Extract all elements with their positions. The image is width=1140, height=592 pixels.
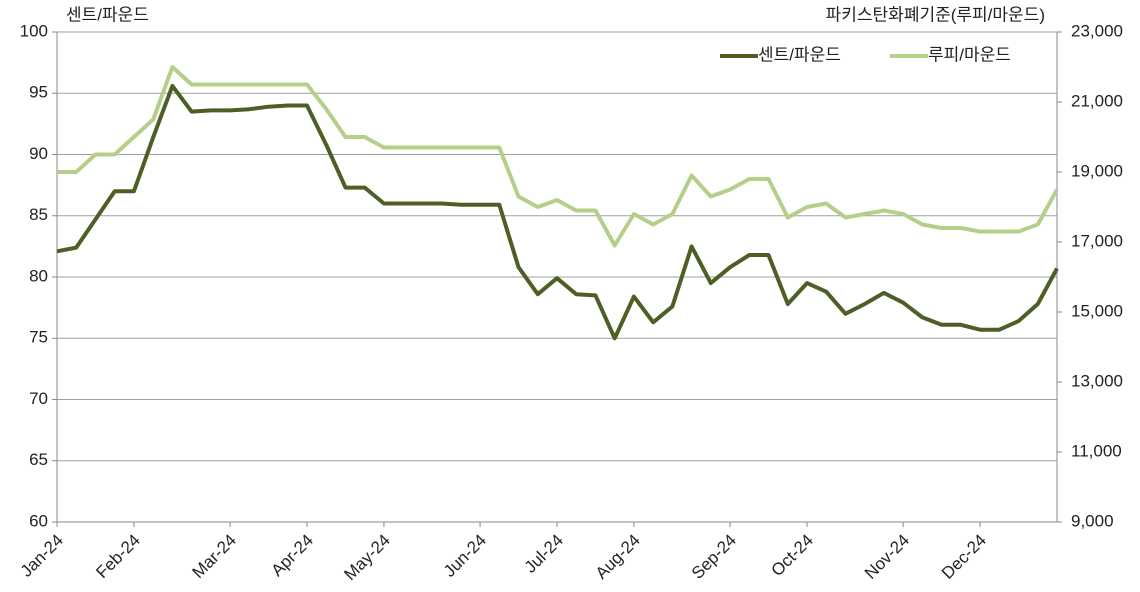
x-tick-label: Sep-24 bbox=[688, 531, 740, 583]
x-tick-label: Dec-24 bbox=[938, 531, 990, 583]
series-line bbox=[56, 83, 1059, 341]
y2-tick-label: 21,000 bbox=[1071, 91, 1123, 110]
y2-axis-title: 파키스탄화폐기준(루피/마운드) bbox=[826, 5, 1045, 24]
y-tick-label: 65 bbox=[29, 450, 48, 469]
x-tick-label: Nov-24 bbox=[861, 531, 913, 583]
y2-tick-label: 19,000 bbox=[1071, 161, 1123, 180]
y2-tick-label: 9,000 bbox=[1071, 511, 1114, 530]
y-tick-label: 100 bbox=[20, 21, 48, 40]
y2-tick-label: 23,000 bbox=[1071, 21, 1123, 40]
y-tick-label: 95 bbox=[29, 83, 48, 102]
legend-label: 루피/마운드 bbox=[928, 45, 1011, 64]
y2-tick-label: 17,000 bbox=[1071, 231, 1123, 250]
y-tick-label: 70 bbox=[29, 389, 48, 408]
legend-label: 센트/파운드 bbox=[758, 45, 841, 64]
x-tick-label: Apr-24 bbox=[267, 531, 317, 581]
y-tick-label: 80 bbox=[29, 266, 48, 285]
x-tick-label: Jun-24 bbox=[440, 531, 490, 581]
series-line bbox=[57, 65, 1059, 248]
x-tick-label: Oct-24 bbox=[767, 531, 817, 581]
y2-tick-label: 11,000 bbox=[1071, 441, 1122, 460]
x-tick-label: May-24 bbox=[340, 531, 394, 585]
x-tick-label: Mar-24 bbox=[189, 531, 241, 583]
x-tick-label: Jul-24 bbox=[521, 531, 567, 577]
x-tick-label: Aug-24 bbox=[592, 531, 644, 583]
x-tick-label: Feb-24 bbox=[92, 531, 144, 583]
y-tick-label: 85 bbox=[29, 205, 48, 224]
y-tick-label: 75 bbox=[29, 328, 48, 347]
x-tick-label: Jan-24 bbox=[17, 531, 67, 581]
y2-tick-label: 15,000 bbox=[1071, 301, 1123, 320]
y-tick-label: 60 bbox=[29, 511, 48, 530]
y2-tick-label: 13,000 bbox=[1071, 371, 1123, 390]
y-tick-label: 90 bbox=[29, 144, 48, 163]
y-axis-title: 센트/파운드 bbox=[66, 5, 149, 24]
